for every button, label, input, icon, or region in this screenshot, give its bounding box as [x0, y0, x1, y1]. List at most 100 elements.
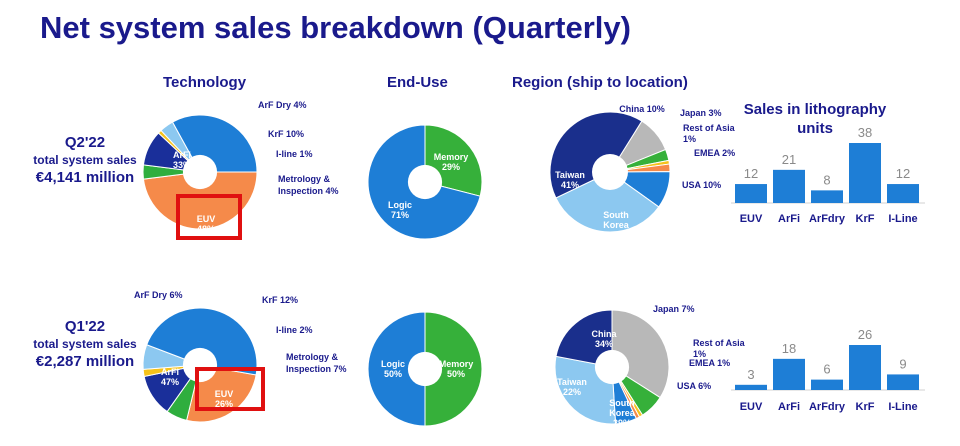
pie0-label-metrology-inspection-1: Inspection 4% — [278, 186, 339, 196]
pie2-label-south-korea-1: Korea — [603, 220, 630, 230]
bar3-value-i-line: 12 — [896, 166, 910, 181]
pie5-label-memory-0: Memory — [439, 359, 474, 369]
bar7-label-i-line: I-Line — [888, 401, 917, 413]
euv-highlight-box-1 — [195, 367, 265, 411]
q2-quarter: Q2'22 — [64, 134, 106, 151]
pie4-label-krf: KrF 12% — [262, 295, 298, 305]
pie4-label-metrology-inspection-1: Inspection 7% — [286, 364, 347, 374]
pie4-value-euv: 26% — [215, 399, 233, 409]
end-use-header: End-Use — [387, 74, 448, 91]
pie2-value-rest-of-asia: 1% — [683, 134, 696, 144]
pie2-slice-taiwan — [549, 111, 643, 199]
bar7-value-arfdry: 6 — [823, 362, 830, 377]
q1-amount: €2,287 million — [35, 353, 135, 370]
pie5-slice-memory — [424, 311, 483, 427]
pie4-slice-arfi — [146, 307, 258, 376]
page-title: Net system sales breakdown (Quarterly) — [40, 10, 631, 45]
bar7-arfi — [773, 358, 805, 390]
q2-sales-label: Q2'22 total system sales €4,141 million — [10, 134, 160, 186]
pie1-hole — [407, 164, 443, 200]
pie1-label-logic-0: Logic — [388, 200, 412, 210]
pie0-slice-euv — [142, 171, 258, 230]
bar7-euv — [735, 384, 767, 390]
bar3-euv — [735, 184, 767, 203]
q2-total-label: total system sales — [33, 153, 137, 167]
bar3-value-krf: 38 — [858, 125, 872, 140]
bar7-i-line — [887, 374, 919, 390]
litho-header: Sales in lithography units — [740, 100, 890, 138]
pie0-label-arf-dry: ArF Dry 4% — [258, 100, 307, 110]
pie6-hole — [594, 349, 630, 385]
bar7-label-krf: KrF — [856, 401, 875, 413]
pie5-label-logic-0: Logic — [381, 359, 405, 369]
pie2-label-rest-of-asia: Rest of Asia — [683, 123, 736, 133]
pie2-label-usa: USA 10% — [682, 180, 721, 190]
pie2-label-taiwan-0: Taiwan — [555, 170, 585, 180]
pie1-label-memory-0: Memory — [434, 152, 469, 162]
pie6-value-taiwan: 22% — [563, 387, 581, 397]
bar3-i-line — [887, 184, 919, 203]
bar7-value-arfi: 18 — [782, 341, 796, 356]
pie6-label-china-0: China — [591, 329, 617, 339]
bar3-arfdry — [811, 190, 843, 203]
pie2-hole — [592, 154, 628, 190]
bar3-label-arfi: ArFi — [778, 213, 800, 225]
pie2-value-taiwan: 41% — [561, 180, 579, 190]
q1-sales-label: Q1'22 total system sales €2,287 million — [10, 318, 160, 370]
litho-header-line2: units — [797, 120, 833, 137]
q1-quarter: Q1'22 — [64, 318, 106, 335]
pie5-value-memory: 50% — [447, 369, 465, 379]
pie2-label-china: China 10% — [619, 104, 665, 114]
bar7-label-arfdry: ArFdry — [809, 401, 846, 413]
pie5-value-logic: 50% — [384, 369, 402, 379]
bar3-label-krf: KrF — [856, 213, 875, 225]
pie5-hole — [407, 351, 443, 387]
q1-total-label: total system sales — [33, 337, 137, 351]
pie0-hole — [182, 154, 218, 190]
pie2-label-japan: Japan 3% — [680, 108, 722, 118]
bar7-label-euv: EUV — [740, 401, 763, 413]
pie0-value-euv: 48% — [197, 224, 215, 234]
bar3-value-euv: 12 — [744, 166, 758, 181]
pie1-value-logic: 71% — [391, 210, 409, 220]
bar7-krf — [849, 345, 881, 390]
region-header: Region (ship to location) — [512, 74, 688, 91]
pie0-label-euv-0: EUV — [197, 214, 216, 224]
pie6-label-taiwan-0: Taiwan — [557, 377, 587, 387]
bar3-value-arfdry: 8 — [823, 172, 830, 187]
pie4-label-arfi-0: ArFi — [161, 367, 179, 377]
pie6-value-south-korea: 29% — [613, 418, 631, 428]
bar3-label-arfdry: ArFdry — [809, 213, 846, 225]
pie6-label-usa: USA 6% — [677, 381, 711, 391]
pie6-label-emea: EMEA 1% — [689, 358, 730, 368]
pie6-label-south-korea-0: South — [609, 398, 635, 408]
bar7-value-i-line: 9 — [899, 356, 906, 371]
pie6-label-south-korea-1: Korea — [609, 408, 636, 418]
pie0-value-arfi: 33% — [173, 160, 191, 170]
bar3-krf — [849, 143, 881, 203]
pie2-slice-south-korea — [555, 171, 660, 233]
pie0-label-arfi-0: ArFi — [173, 150, 191, 160]
bar3-value-arfi: 21 — [782, 152, 796, 167]
pie2-label-emea: EMEA 2% — [694, 148, 735, 158]
pie4-value-arfi: 47% — [161, 377, 179, 387]
pie2-value-south-korea: 33% — [607, 230, 625, 240]
euv-highlight-box-0 — [176, 194, 242, 240]
litho-header-line1: Sales in lithography — [743, 101, 887, 118]
pie5-slice-logic — [367, 311, 426, 427]
pie4-label-arf-dry: ArF Dry 6% — [134, 290, 183, 300]
pie0-label-krf: KrF 10% — [268, 129, 304, 139]
pie4-label-i-line: I-line 2% — [276, 325, 313, 335]
pie0-label-i-line: I-line 1% — [276, 149, 313, 159]
bar3-label-euv: EUV — [740, 213, 763, 225]
pie2-label-south-korea-0: South — [603, 210, 629, 220]
pie4-label-euv-0: EUV — [215, 389, 234, 399]
bar3-label-i-line: I-Line — [888, 213, 917, 225]
bar7-value-krf: 26 — [858, 327, 872, 342]
pie0-label-metrology-inspection-0: Metrology & — [278, 174, 331, 184]
bar7-arfdry — [811, 379, 843, 390]
technology-header: Technology — [163, 74, 247, 91]
pie6-value-china: 34% — [595, 339, 613, 349]
pie6-slice-taiwan — [555, 309, 613, 368]
